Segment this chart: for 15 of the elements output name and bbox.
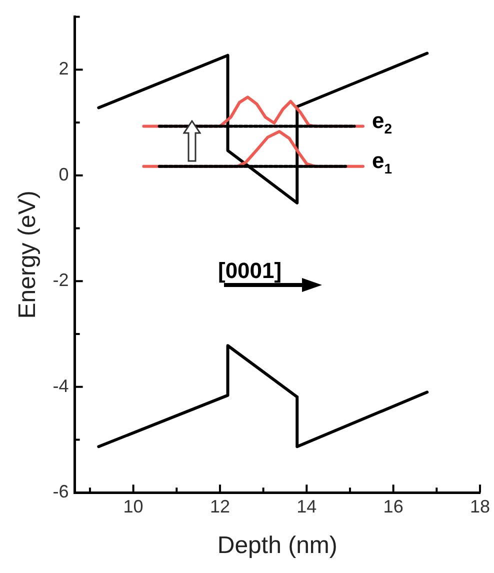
x-tick-label: 12 [210, 496, 230, 516]
annotation: e$_{2}$ [372, 108, 392, 136]
annotation: e$_{1}$ [372, 148, 392, 176]
y-tick-label: -4 [52, 376, 69, 396]
y-tick-label: 0 [58, 164, 69, 184]
y-tick-label: -6 [52, 482, 69, 502]
y-tick-label: -2 [52, 270, 69, 290]
x-axis-title: Depth (nm) [217, 532, 338, 560]
x-tick-label: 10 [123, 496, 144, 516]
y-tick-label: 2 [58, 58, 69, 79]
x-tick-label: 14 [296, 496, 317, 516]
y-axis-title: Energy (eV) [14, 190, 42, 319]
x-tick-label: 16 [383, 496, 404, 516]
x-tick-label: 18 [470, 496, 490, 516]
annotation: [0001] [218, 258, 282, 283]
